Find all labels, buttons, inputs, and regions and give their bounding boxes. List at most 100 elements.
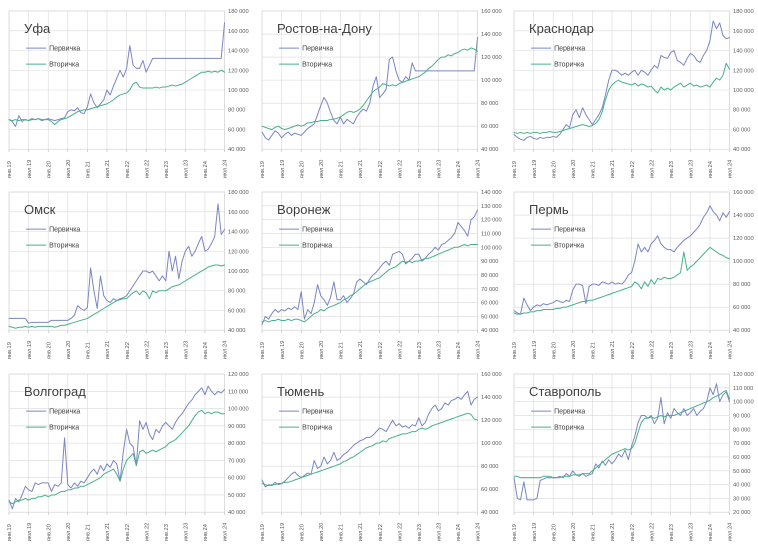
x-axis-label: янв.21 [338, 342, 344, 359]
x-axis-label: янв.23 [417, 342, 423, 359]
plot-border [8, 191, 225, 331]
x-axis-label: янв.23 [417, 524, 423, 541]
y-axis-label: 120 000 [481, 218, 502, 224]
chart-title: Ростов-на-Дону [277, 21, 372, 36]
x-axis-label: янв.23 [164, 161, 170, 178]
y-axis-label: 140 000 [481, 190, 502, 196]
x-axis-label: июл.21 [105, 160, 111, 179]
y-axis-label: 130 000 [481, 204, 502, 210]
x-axis-label: янв.22 [630, 524, 636, 541]
x-axis-label: янв.22 [125, 524, 131, 541]
x-axis-label: янв.20 [552, 342, 558, 359]
legend-primary-label: Первичка [554, 227, 585, 234]
y-axis-label: 80 000 [228, 108, 245, 114]
y-axis-label: 120 000 [228, 250, 249, 256]
chart-ufa: 40 000 60 000 80 000 100 000 120 000 140 000 1… [0, 0, 253, 181]
y-axis-label: 80 000 [733, 427, 750, 433]
x-axis-label: янв.23 [417, 161, 423, 178]
secondary-series-line [8, 264, 226, 330]
legend-primary-label: Первичка [49, 408, 80, 415]
x-axis-label: июл.21 [105, 522, 111, 541]
y-axis-label: 160 000 [228, 29, 249, 35]
secondary-series-line [513, 247, 731, 315]
legend-primary-label: Первичка [554, 45, 585, 52]
y-axis-label: 120 000 [481, 418, 502, 424]
y-axis-label: 140 000 [481, 32, 502, 38]
chart-title: Краснодар [529, 21, 594, 36]
x-axis-label: июл.24 [223, 341, 229, 360]
legend-primary-label: Первичка [554, 408, 585, 415]
legend-secondary-label: Вторичка [49, 61, 79, 68]
x-axis-label: июл.24 [728, 522, 734, 541]
y-axis-label: 120 000 [733, 68, 754, 74]
x-axis-label: янв.21 [591, 342, 597, 359]
x-axis-label: июл.23 [689, 341, 695, 360]
x-axis-label: июл.19 [27, 522, 33, 541]
primary-series-line [261, 390, 478, 487]
legend-secondary-label: Вторичка [49, 243, 79, 250]
x-axis-label: июл.22 [144, 160, 150, 179]
y-axis-label: 60 000 [228, 475, 245, 481]
x-axis-label: июл.19 [532, 160, 538, 179]
chart-rostov-na-donu: 40 000 60 000 80 000 100 000 120 000 140 000 1… [253, 0, 506, 181]
y-axis-label: 100 000 [481, 78, 502, 84]
perm-chart-canvas: 40 000 60 000 80 000 100 000 120 000 140 000 1… [512, 190, 754, 360]
y-axis-label: 140 000 [228, 230, 249, 236]
x-axis-label: янв.22 [377, 342, 383, 359]
x-axis-label: июл.24 [475, 160, 481, 179]
chart-title: Уфа [24, 21, 51, 36]
y-axis-label: 80 000 [733, 282, 750, 288]
chart-title: Воронеж [277, 202, 331, 217]
primary-series-line [513, 20, 731, 141]
secondary-series-line [8, 69, 226, 126]
x-axis-label: янв.22 [377, 161, 383, 178]
x-axis-label: июл.20 [66, 522, 72, 541]
x-axis-label: июл.23 [184, 522, 190, 541]
krasnodar-chart-canvas: 40 000 60 000 80 000 100 000 120 000 140 000 1… [512, 9, 754, 179]
stavropol-chart-canvas: 20 000 30 000 40 000 50 000 60 000 70 000 80 0… [512, 372, 753, 541]
x-axis-label: янв.22 [630, 161, 636, 178]
y-axis-label: 140 000 [228, 49, 249, 55]
x-axis-label: июл.21 [610, 341, 616, 360]
x-axis-label: июл.22 [650, 160, 656, 179]
chart-stavropol: 20 000 30 000 40 000 50 000 60 000 70 000 80 0… [505, 363, 758, 544]
chart-title: Пермь [529, 202, 569, 217]
y-axis-label: 40 000 [733, 329, 750, 335]
y-axis-label: 40 000 [733, 147, 750, 153]
x-axis-label: июл.21 [358, 522, 364, 541]
chart-title: Омск [24, 202, 56, 217]
legend-secondary-label: Вторичка [554, 243, 584, 250]
y-axis-label: 110 000 [481, 232, 501, 238]
y-axis-label: 100 000 [733, 88, 754, 94]
x-axis-label: янв.24 [203, 161, 209, 178]
x-axis-label: июл.19 [279, 341, 285, 360]
x-axis-label: янв.21 [86, 342, 92, 359]
x-axis-label: июл.23 [184, 160, 190, 179]
volgograd-chart-canvas: 40 000 50 000 60 000 70 000 80 000 90 000 100 … [7, 372, 249, 541]
x-axis-label: июл.21 [105, 341, 111, 360]
x-axis-label: янв.20 [46, 342, 52, 359]
y-axis-label: 160 000 [481, 372, 502, 378]
y-axis-label: 180 000 [228, 9, 249, 15]
y-axis-label: 140 000 [733, 213, 754, 219]
primary-series-line [261, 209, 478, 326]
x-axis-label: июл.24 [475, 522, 481, 541]
y-axis-label: 140 000 [481, 395, 502, 401]
y-axis-label: 50 000 [733, 468, 750, 474]
x-axis-label: июл.22 [650, 341, 656, 360]
chart-omsk: 40 000 60 000 80 000 100 000 120 000 140 000 1… [0, 181, 253, 362]
secondary-series-line [261, 47, 478, 131]
y-axis-label: 60 000 [228, 128, 245, 134]
y-axis-label: 80 000 [228, 441, 245, 447]
omsk-chart-canvas: 40 000 60 000 80 000 100 000 120 000 140 000 1… [7, 190, 249, 360]
secondary-series-line [261, 412, 478, 486]
chart-title: Волгоград [24, 384, 86, 399]
y-axis-label: 60 000 [733, 306, 750, 312]
x-axis-label: янв.22 [125, 161, 131, 178]
y-axis-label: 110 000 [228, 389, 248, 395]
plot-border [261, 10, 478, 150]
x-axis-label: июл.20 [66, 341, 72, 360]
y-axis-label: 60 000 [733, 128, 750, 134]
secondary-series-line [513, 62, 731, 134]
y-axis-label: 120 000 [228, 372, 249, 378]
